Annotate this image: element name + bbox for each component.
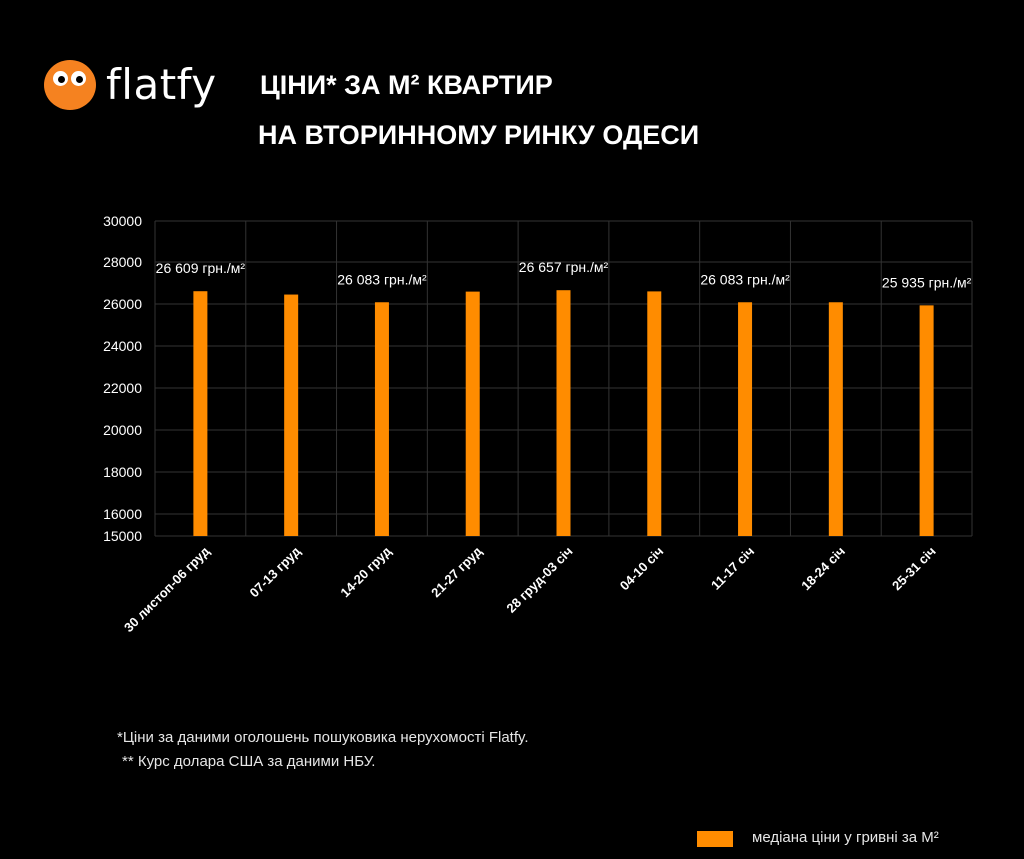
data-label: 25 935 грн./м² [882,274,972,290]
chart-title-line2: НА ВТОРИННОМУ РИНКУ ОДЕСИ [258,120,700,150]
bar [374,302,389,536]
bar [193,291,208,536]
footnote-source: *Ціни за даними оголошень пошуковика нер… [117,729,529,746]
y-tick-label: 20000 [103,422,142,438]
x-tick-label: 04-10 січ [617,544,667,594]
y-tick-label: 16000 [103,506,142,522]
y-tick-label: 30000 [103,213,142,229]
y-tick-label: 28000 [103,254,142,270]
x-tick-label: 25-31 січ [889,544,939,594]
bar [647,291,662,536]
data-label: 26 083 грн./м² [337,271,427,287]
x-tick-label: 18-24 січ [798,544,848,594]
chart-title-line1: ЦІНИ* ЗА М² КВАРТИР [260,70,553,100]
y-tick-label: 24000 [103,338,142,354]
x-tick-label: 11-17 січ [708,544,757,593]
y-tick-label: 15000 [103,528,142,544]
brand-name: flatfy [106,60,217,109]
x-tick-label: 14-20 груд [337,543,394,600]
bar [828,302,843,536]
bar [465,291,480,536]
data-label: 26 083 грн./м² [700,271,790,287]
y-tick-label: 22000 [103,380,142,396]
bar [284,294,299,536]
data-label: 26 657 грн./м² [519,259,609,275]
x-tick-label: 28 груд-03 січ [503,544,575,616]
y-tick-label: 26000 [103,296,142,312]
flatfy-logo: flatfy [44,60,234,116]
bar-chart: 15000 16000 18000 20000 22000 24000 26000 28000… [103,213,973,635]
x-tick-label: 21-27 груд [428,543,485,600]
data-label: 26 609 грн./м² [156,260,246,276]
bar [556,290,571,536]
flatfy-eyes-icon [44,60,96,110]
y-tick-label: 18000 [103,464,142,480]
legend-swatch [697,831,733,847]
x-tick-label: 07-13 груд [247,543,304,600]
bar [738,302,753,536]
footnote-exchange-rate: ** Курс долара США за даними НБУ. [122,753,376,770]
bar [919,305,934,536]
x-tick-label: 30 листоп-06 груд [121,543,213,635]
legend-label: медіана ціни у гривні за М² [752,829,939,846]
